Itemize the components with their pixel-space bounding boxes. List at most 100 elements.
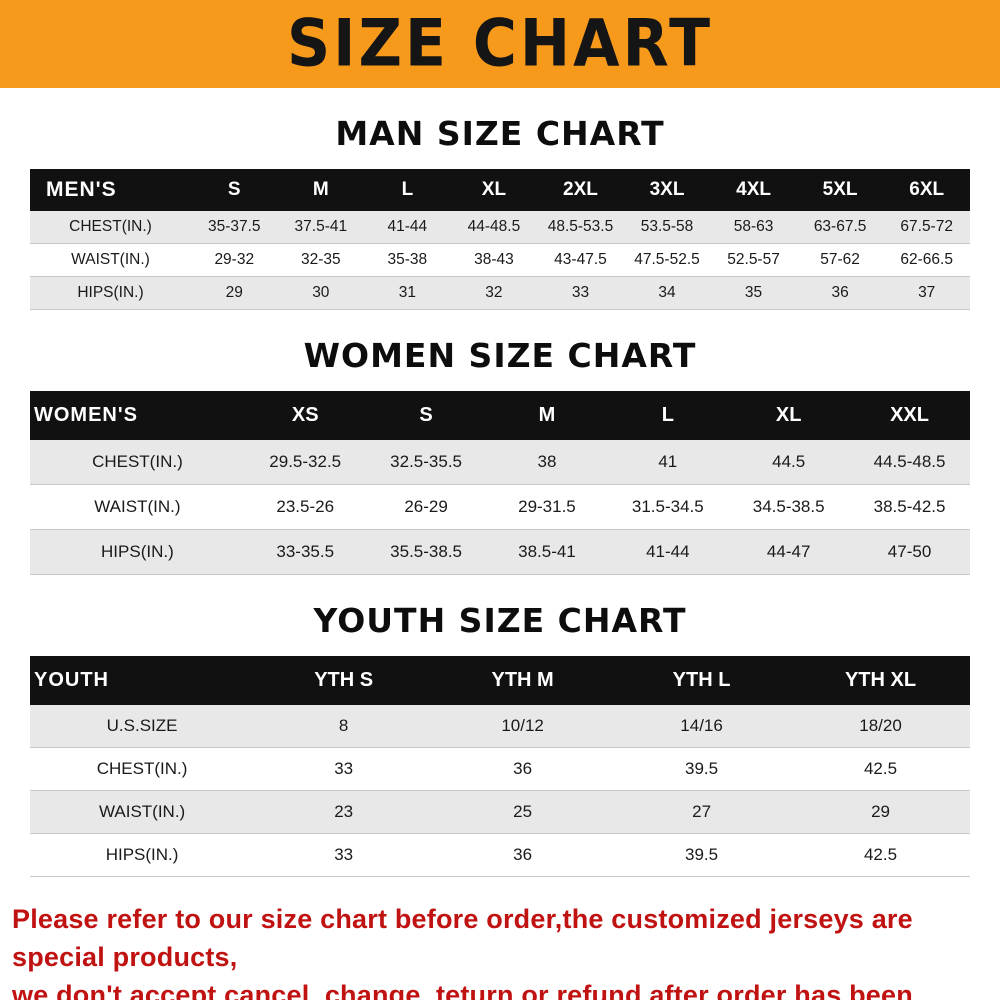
size-value-cell: 41 [658, 452, 678, 471]
size-value-cell: 41-44 [387, 218, 428, 235]
size-value-cell: 37 [918, 284, 936, 301]
size-value-cell: 29.5-32.5 [269, 452, 342, 471]
size-value-cell: 43-47.5 [554, 251, 607, 268]
size-value-cell: 42.5 [863, 845, 898, 864]
size-column-header: L [607, 391, 729, 440]
size-column-header: L [364, 169, 451, 211]
table-row: HIPS(IN.) 33 36 39.5 42.5 [30, 833, 970, 877]
size-column-header: YTH XL [791, 656, 970, 705]
men-section-heading: MAN SIZE CHART [335, 114, 665, 153]
size-value-cell: 44-48.5 [467, 218, 521, 235]
table-corner-label: WOMEN'S [30, 391, 245, 440]
size-value-cell: 29-32 [214, 251, 255, 268]
size-value-cell: 35.5-38.5 [390, 542, 462, 561]
table-row: WAIST(IN.) 23 25 27 29 [30, 790, 970, 834]
size-value-cell: 10/12 [501, 716, 544, 735]
size-column-header: XS [244, 391, 366, 440]
size-value-cell: 31 [398, 284, 416, 301]
table-header-row: WOMEN'S XS S M L XL XXL [30, 391, 970, 440]
size-value-cell: 29 [871, 802, 890, 821]
youth-section-heading: YOUTH SIZE CHART [313, 601, 687, 640]
size-value-cell: 32 [485, 284, 503, 301]
size-value-cell: 23.5-26 [276, 497, 335, 516]
size-column-header: 3XL [623, 169, 711, 211]
size-value-cell: 36 [831, 284, 849, 301]
size-value-cell: 37.5-41 [294, 218, 348, 235]
size-value-cell: 33 [334, 845, 354, 864]
size-value-cell: 58-63 [733, 218, 774, 235]
size-value-cell: 32-35 [300, 251, 341, 268]
size-column-header: M [277, 169, 365, 211]
size-value-cell: 39.5 [685, 845, 719, 864]
size-column-header: XL [728, 391, 850, 440]
size-value-cell: 48.5-53.5 [547, 218, 614, 235]
size-column-header: YTH M [433, 656, 613, 705]
size-column-header: S [365, 391, 487, 440]
footer-line-1: Please refer to our size chart before or… [12, 904, 913, 972]
size-value-cell: 57-62 [820, 251, 860, 268]
table-corner-label: MEN'S [30, 169, 191, 211]
size-column-header: YTH S [254, 656, 434, 705]
size-value-cell: 29 [225, 284, 243, 301]
size-value-cell: 67.5-72 [900, 218, 953, 235]
size-value-cell: 35-37.5 [207, 218, 261, 235]
size-value-cell: 36 [513, 759, 533, 778]
size-value-cell: 33 [334, 759, 354, 778]
size-value-cell: 34 [658, 284, 676, 301]
size-value-cell: 25 [513, 802, 533, 821]
size-value-cell: 47-50 [887, 542, 932, 561]
size-column-header: S [191, 169, 278, 211]
row-label: CHEST(IN.) [96, 759, 188, 778]
table-header-row: MEN'S S M L XL 2XL 3XL 4XL 5XL 6XL [30, 169, 970, 211]
size-column-header: 4XL [710, 169, 797, 211]
section-women: WOMEN SIZE CHART WOMEN'S XS S M L XL XXL CHEST(… [0, 336, 1000, 575]
size-value-cell: 52.5-57 [727, 251, 780, 268]
size-value-cell: 36 [513, 845, 533, 864]
size-value-cell: 32.5-35.5 [390, 452, 462, 471]
row-label: HIPS(IN.) [101, 542, 174, 561]
size-value-cell: 33-35.5 [276, 542, 335, 561]
size-column-header: M [486, 391, 608, 440]
table-row: WAIST(IN.) 29-32 32-35 35-38 38-43 43-47.5 47.… [30, 243, 970, 277]
table-row: WAIST(IN.) 23.5-26 26-29 29-31.5 31.5-34.5 34… [30, 484, 970, 530]
size-column-header: XXL [849, 391, 970, 440]
size-value-cell: 38.5-42.5 [873, 497, 946, 516]
row-label: CHEST(IN.) [69, 218, 152, 235]
table-row: HIPS(IN.) 33-35.5 35.5-38.5 38.5-41 41-44 44-… [30, 529, 970, 575]
table-corner-label: YOUTH [30, 656, 255, 705]
womens-size-table: WOMEN'S XS S M L XL XXL CHEST(IN.) 29.5-32.5 32.5… [30, 391, 970, 575]
size-value-cell: 63-67.5 [813, 218, 867, 235]
youth-size-table: YOUTH YTH S YTH M YTH L YTH XL U.S.SIZE 8 10/12… [30, 656, 970, 877]
table-header-row: YOUTH YTH S YTH M YTH L YTH XL [30, 656, 970, 705]
size-value-cell: 8 [338, 716, 349, 735]
size-value-cell: 44-47 [766, 542, 811, 561]
row-label: WAIST(IN.) [98, 802, 186, 821]
table-row: CHEST(IN.) 29.5-32.5 32.5-35.5 38 41 44.5 44.5… [30, 440, 970, 485]
table-row: CHEST(IN.) 35-37.5 37.5-41 41-44 44-48.5 48.5… [30, 211, 970, 244]
size-value-cell: 29-31.5 [518, 497, 576, 516]
page-title: SIZE CHART [286, 6, 714, 82]
footer-note: Please refer to our size chart before or… [12, 901, 988, 1000]
size-value-cell: 26-29 [404, 497, 448, 516]
footer-line-2: we don't accept cancel, change, teturn o… [12, 979, 913, 1000]
size-value-cell: 35 [744, 284, 763, 301]
size-column-header: XL [450, 169, 538, 211]
size-chart-banner: SIZE CHART [0, 0, 1000, 88]
table-row: HIPS(IN.) 29 30 31 32 33 34 35 36 37 [30, 276, 970, 310]
size-value-cell: 14/16 [680, 716, 723, 735]
size-value-cell: 38-43 [474, 251, 514, 268]
size-value-cell: 44.5 [772, 452, 806, 471]
size-value-cell: 27 [692, 802, 712, 821]
size-value-cell: 38 [537, 452, 557, 471]
size-value-cell: 33 [571, 284, 590, 301]
table-row: CHEST(IN.) 33 36 39.5 42.5 [30, 747, 970, 791]
row-label: HIPS(IN.) [77, 284, 144, 301]
size-value-cell: 30 [312, 284, 330, 301]
table-row: U.S.SIZE 8 10/12 14/16 18/20 [30, 705, 970, 748]
size-value-cell: 35-38 [387, 251, 428, 268]
size-column-header: 6XL [883, 169, 970, 211]
size-column-header: 2XL [537, 169, 624, 211]
size-value-cell: 47.5-52.5 [634, 251, 700, 268]
section-youth: YOUTH SIZE CHART YOUTH YTH S YTH M YTH L YTH… [0, 601, 1000, 877]
